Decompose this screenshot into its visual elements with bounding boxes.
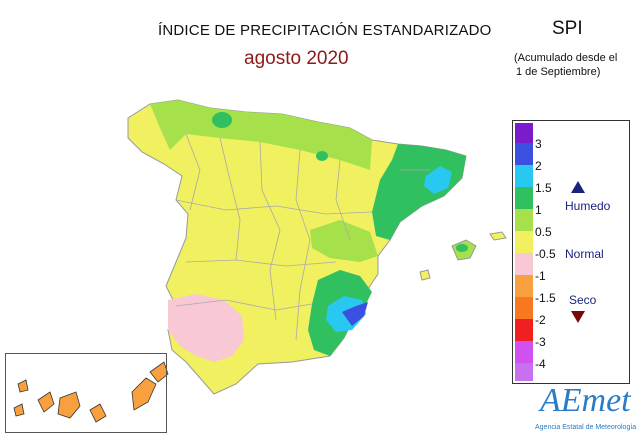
legend-label-dry: Seco xyxy=(569,293,597,307)
legend-tick: 1 xyxy=(535,203,542,217)
dry-down-triangle-icon xyxy=(571,311,585,323)
legend-tick: -3 xyxy=(535,335,546,349)
mallorca-green xyxy=(456,244,468,252)
legend-tick: 2 xyxy=(535,159,542,173)
index-name: SPI xyxy=(552,18,583,39)
legend-swatch-1.5-2 xyxy=(515,165,533,187)
legend-tick: 3 xyxy=(535,137,542,151)
accumulation-note-line2: 1 de Septiembre) xyxy=(516,66,601,78)
legend-tick: 0.5 xyxy=(535,225,552,239)
accumulation-note-line1: (Acumulado desde el xyxy=(514,52,618,64)
legend-swatch-2-3 xyxy=(515,143,533,165)
map-period: agosto 2020 xyxy=(244,48,349,69)
legend-swatch-below-minus4 xyxy=(515,363,533,381)
province-borders xyxy=(175,133,430,341)
aemet-logo-tagline: Agencia Estatal de Meteorología xyxy=(535,424,637,431)
catalonia-cyan-area xyxy=(424,166,452,194)
ibiza xyxy=(419,269,431,281)
legend-swatch-above-3 xyxy=(515,123,533,143)
legend-tick: -0.5 xyxy=(535,247,556,261)
legend-swatch-minus1-minus1.5 xyxy=(515,275,533,297)
menorca xyxy=(489,231,507,241)
legend-swatch-minus1.5-minus2 xyxy=(515,297,533,319)
legend-swatch-0.5-1 xyxy=(515,209,533,231)
north-humid-band xyxy=(150,100,372,170)
legend-tick: -1 xyxy=(535,269,546,283)
legend: 3 2 1.5 1 0.5 -0.5 -1 -1.5 -2 -3 -4 Hume… xyxy=(512,120,630,384)
legend-label-normal: Normal xyxy=(565,247,604,261)
central-humid-patch xyxy=(310,220,378,262)
legend-tick: -4 xyxy=(535,357,546,371)
legend-swatch-minus3-minus4 xyxy=(515,341,533,363)
legend-swatch-minus0.5-minus1 xyxy=(515,253,533,275)
legend-swatch-normal xyxy=(515,231,533,253)
canary-inset-frame xyxy=(5,353,167,433)
map-title: ÍNDICE DE PRECIPITACIÓN ESTANDARIZADO xyxy=(158,22,492,39)
legend-tick: 1.5 xyxy=(535,181,552,195)
legend-swatch-1-1.5 xyxy=(515,187,533,209)
galicia-green-patch xyxy=(212,112,232,128)
southeast-blue-area xyxy=(342,302,368,326)
legend-tick: -1.5 xyxy=(535,291,556,305)
legend-swatch-minus2-minus3 xyxy=(515,319,533,341)
legend-tick: -2 xyxy=(535,313,546,327)
humid-up-triangle-icon xyxy=(571,181,585,193)
aemet-logo: AEmet xyxy=(540,382,631,419)
legend-label-humid: Humedo xyxy=(565,199,611,213)
southwest-dry-area xyxy=(168,294,244,362)
canary-islands xyxy=(13,361,169,423)
pyrenees-green-patch xyxy=(316,151,328,161)
